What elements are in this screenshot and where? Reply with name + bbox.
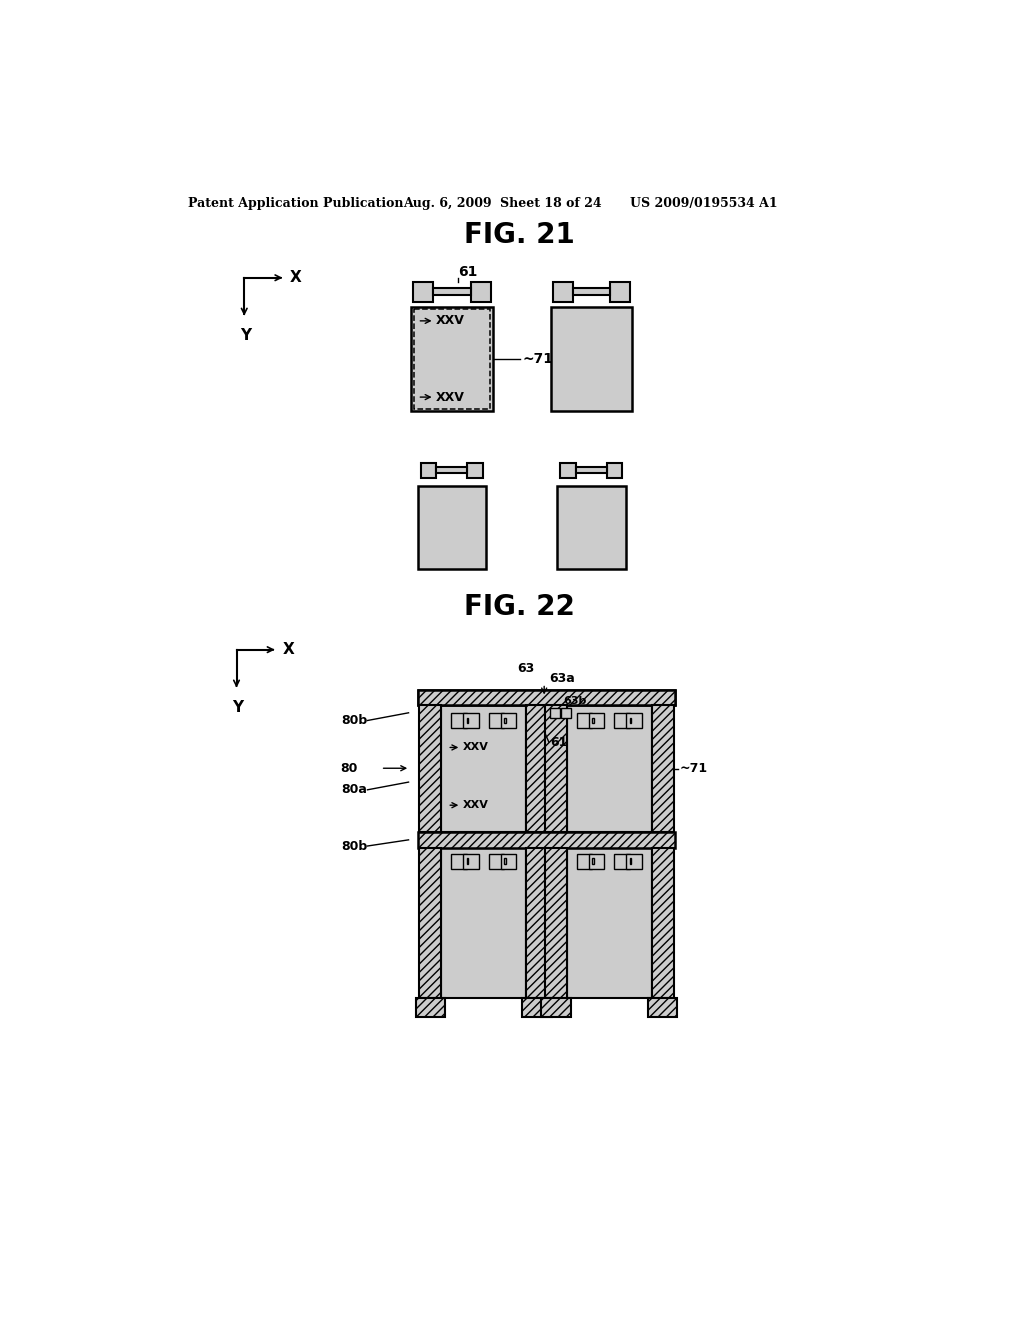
Bar	[560, 462, 575, 478]
Bar	[488, 854, 504, 869]
Bar	[436, 467, 467, 473]
Text: XXV: XXV	[436, 391, 465, 404]
Bar	[614, 854, 630, 869]
Bar	[627, 854, 642, 869]
Bar	[630, 718, 631, 723]
Bar	[592, 858, 594, 865]
Text: 80a: 80a	[342, 783, 368, 796]
Bar	[504, 718, 506, 723]
Text: Patent Application Publication: Patent Application Publication	[188, 197, 403, 210]
Bar	[592, 718, 594, 723]
Bar	[566, 705, 652, 832]
Bar	[412, 308, 493, 411]
Bar	[550, 708, 560, 718]
Bar	[648, 998, 678, 1016]
Bar	[561, 708, 571, 718]
Bar	[522, 998, 552, 1016]
Bar	[545, 705, 566, 832]
Bar	[501, 713, 516, 729]
Text: XXV: XXV	[436, 314, 465, 327]
Bar	[488, 713, 504, 729]
Text: XXV: XXV	[463, 800, 488, 810]
Bar	[652, 847, 674, 998]
Bar	[575, 467, 607, 473]
Bar	[441, 847, 526, 998]
Text: 61: 61	[550, 735, 567, 748]
Text: Y: Y	[241, 327, 251, 343]
Text: ~71: ~71	[522, 352, 553, 366]
Bar	[577, 854, 592, 869]
Bar	[557, 486, 626, 569]
Text: XXV: XXV	[463, 742, 488, 752]
Text: 63: 63	[517, 661, 535, 675]
Bar	[420, 705, 441, 832]
Bar	[610, 281, 630, 302]
Text: FIG. 21: FIG. 21	[464, 222, 574, 249]
Bar	[630, 858, 631, 865]
Text: US 2009/0195534 A1: US 2009/0195534 A1	[630, 197, 778, 210]
Bar	[464, 854, 479, 869]
Bar	[451, 713, 467, 729]
Bar	[416, 998, 445, 1016]
Bar	[553, 281, 572, 302]
Bar	[414, 309, 490, 409]
Bar	[501, 854, 516, 869]
Bar	[441, 705, 526, 832]
Bar	[589, 713, 604, 729]
Text: X: X	[283, 642, 294, 657]
Bar	[418, 689, 675, 705]
Bar	[451, 854, 467, 869]
Bar	[467, 718, 468, 723]
Bar	[607, 462, 623, 478]
Bar	[414, 281, 433, 302]
Text: 63b: 63b	[563, 696, 586, 706]
Text: X: X	[290, 271, 302, 285]
Bar	[577, 713, 592, 729]
Bar	[421, 462, 436, 478]
Bar	[504, 858, 506, 865]
Text: 63a: 63a	[549, 672, 574, 685]
Bar	[471, 281, 490, 302]
Text: ~71: ~71	[680, 762, 708, 775]
Bar	[418, 486, 486, 569]
Bar	[467, 858, 468, 865]
Bar	[572, 288, 610, 296]
Bar	[627, 713, 642, 729]
Text: 61: 61	[458, 264, 477, 279]
Text: Y: Y	[232, 700, 244, 714]
Bar	[467, 462, 483, 478]
Bar	[464, 713, 479, 729]
Text: 80b: 80b	[341, 714, 368, 727]
Bar	[418, 689, 675, 705]
Bar	[541, 998, 570, 1016]
Bar	[566, 847, 652, 998]
Text: Sheet 18 of 24: Sheet 18 of 24	[500, 197, 602, 210]
Bar	[545, 847, 566, 998]
Bar	[526, 847, 548, 998]
Bar	[418, 832, 675, 847]
Bar	[433, 288, 471, 296]
Text: 80: 80	[340, 762, 357, 775]
Bar	[526, 705, 548, 832]
Bar	[420, 847, 441, 998]
Bar	[614, 713, 630, 729]
Text: 80b: 80b	[341, 840, 368, 853]
Bar	[551, 308, 632, 411]
Bar	[652, 705, 674, 832]
Text: Aug. 6, 2009: Aug. 6, 2009	[403, 197, 492, 210]
Bar	[589, 854, 604, 869]
Text: FIG. 22: FIG. 22	[464, 593, 574, 620]
